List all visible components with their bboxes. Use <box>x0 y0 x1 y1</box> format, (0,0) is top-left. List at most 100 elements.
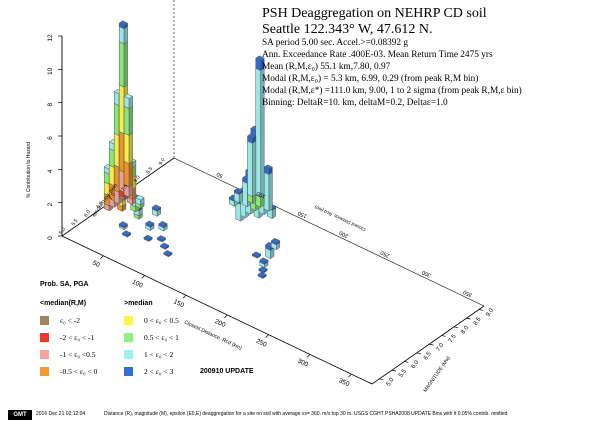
z-tick-label: 4 <box>47 169 54 173</box>
update-label: 200910 UPDATE <box>200 368 254 375</box>
bar-face-top <box>233 187 244 194</box>
legend-item-label: 0.5 < ε₀ < 1 <box>144 333 179 342</box>
bar-segment <box>247 140 257 198</box>
bar-face-side <box>252 140 257 198</box>
bar-face-front <box>242 180 248 208</box>
deagg-bar <box>135 195 145 209</box>
bar-face-top <box>251 251 262 257</box>
deagg-bar <box>247 133 257 204</box>
legend-item-label: 2 < ε₀ < 3 <box>144 367 174 376</box>
m-tick <box>416 352 421 355</box>
bar-segment <box>135 202 145 209</box>
r-tick-label: 50 <box>91 260 101 270</box>
bar-face-side <box>268 171 273 212</box>
bar-face-top <box>255 55 265 61</box>
bar-face-top <box>123 93 134 99</box>
m-tick-label: 7.5 <box>448 333 458 344</box>
r-tick-label: 300 <box>296 358 309 369</box>
bar-face-top <box>151 204 162 210</box>
r-tick <box>100 255 104 259</box>
r-tick-label: 150 <box>172 298 185 309</box>
bar-segment <box>118 40 128 88</box>
legend-item-label: -1 < ε₀ <0.5 <box>60 350 96 359</box>
m-tick-label: 5.5 <box>398 368 408 379</box>
m-tick <box>466 317 471 320</box>
bar-face-front <box>113 132 120 168</box>
bar-face-top <box>258 266 268 272</box>
bar-face-top <box>156 235 167 241</box>
m-tick <box>391 369 396 372</box>
back-m-tick-label: 7.0 <box>108 192 117 201</box>
m-tick <box>429 343 434 346</box>
z-tick-label: 8 <box>47 102 54 106</box>
z-axis-title: % Contribution to Hazard <box>26 142 32 198</box>
deagg-bar <box>257 271 267 279</box>
bar-segment <box>265 247 275 260</box>
legend-item-label: -0.5 < ε₀ < 0 <box>60 367 98 376</box>
deagg-bar <box>255 55 265 208</box>
bar-segment <box>123 160 133 188</box>
z-tick-label: 12 <box>47 34 54 42</box>
r-tick <box>224 314 228 319</box>
bar-face-front <box>118 84 125 135</box>
back-r-tick-label: 50 <box>216 171 224 179</box>
header-line-exceedance-rate: Ann. Exceedance Rate .400E-03. Mean Retu… <box>262 50 493 60</box>
bar-face-side <box>128 160 133 188</box>
bar-segment <box>133 213 143 220</box>
bar-face-top <box>145 220 155 226</box>
back-m-tick-label: 6.0 <box>83 209 92 218</box>
r-tick <box>306 354 311 358</box>
deagg-bar <box>233 187 244 204</box>
deagg-bar <box>145 220 155 232</box>
m-tick-label: 6.0 <box>411 359 421 370</box>
bar-segment <box>118 25 128 45</box>
r-axis-title: Closest Distance, Rcd (km) <box>183 320 243 352</box>
legend-swatch <box>124 367 133 376</box>
legend-item-label: 1 < ε₀ < 2 <box>144 350 174 359</box>
back-m-tick-label: 6.5 <box>96 200 105 209</box>
bar-face-front <box>123 160 130 188</box>
bar-segment <box>233 191 243 204</box>
m-tick-label: 5.0 <box>386 377 396 388</box>
legend-item-label: ε₀ < -2 <box>60 316 80 325</box>
r-tick <box>348 373 352 378</box>
deagg-bar <box>156 235 167 243</box>
back-r-tick-label: 350 <box>462 288 473 297</box>
back-m-tick-label: 7.5 <box>120 183 129 192</box>
deagg-bar <box>265 241 275 260</box>
bar-face-top <box>247 133 257 139</box>
m-tick-label: 6.5 <box>423 351 433 362</box>
legend-item-label: 0 < ε₀ < 0.5 <box>144 316 179 325</box>
legend-swatch <box>40 367 49 376</box>
bar-face-side <box>128 105 133 136</box>
m-tick-label: 7.0 <box>436 342 446 353</box>
legend-swatch <box>40 350 49 359</box>
m-tick <box>379 378 384 381</box>
bar-face-front <box>263 171 270 212</box>
footer-description: Distance (R), magnitude (M), epsilon (E0… <box>104 411 508 417</box>
back-r-tick-label: 250 <box>380 249 391 258</box>
r-tick-label: 200 <box>214 318 227 329</box>
r-tick-label: 350 <box>338 377 351 388</box>
back-m-tick-label: 5.0 <box>58 226 67 235</box>
deagg-bar <box>263 164 273 212</box>
z-tick-label: 0 <box>47 236 54 240</box>
header-line-modal-peak-rme: Modal (R,M,ε*) =111.0 km, 9.00, 1 to 2 s… <box>262 86 522 96</box>
bar-face-front <box>108 148 115 168</box>
back-r-tick-label: 200 <box>338 229 349 238</box>
deagg-bar <box>163 250 173 258</box>
bar-face-top <box>163 250 173 256</box>
header-line-sa-period: SA period 5.00 sec. Accel.>=0.08392 g <box>262 38 409 48</box>
bar-face-front <box>123 105 130 136</box>
deagg-bar <box>159 242 170 250</box>
m-tick <box>404 361 409 363</box>
floor-front-edge <box>61 235 373 385</box>
bar-segment <box>123 132 133 165</box>
z-tick-label: 10 <box>47 67 54 75</box>
bar-face-top <box>158 221 168 227</box>
bar-face-front <box>118 41 125 88</box>
header-line-binning: Binning: DeltaR=10. km, deltaM=0.2, Delt… <box>262 98 448 108</box>
bar-face-top <box>259 257 269 263</box>
deagg-bar <box>151 204 162 217</box>
